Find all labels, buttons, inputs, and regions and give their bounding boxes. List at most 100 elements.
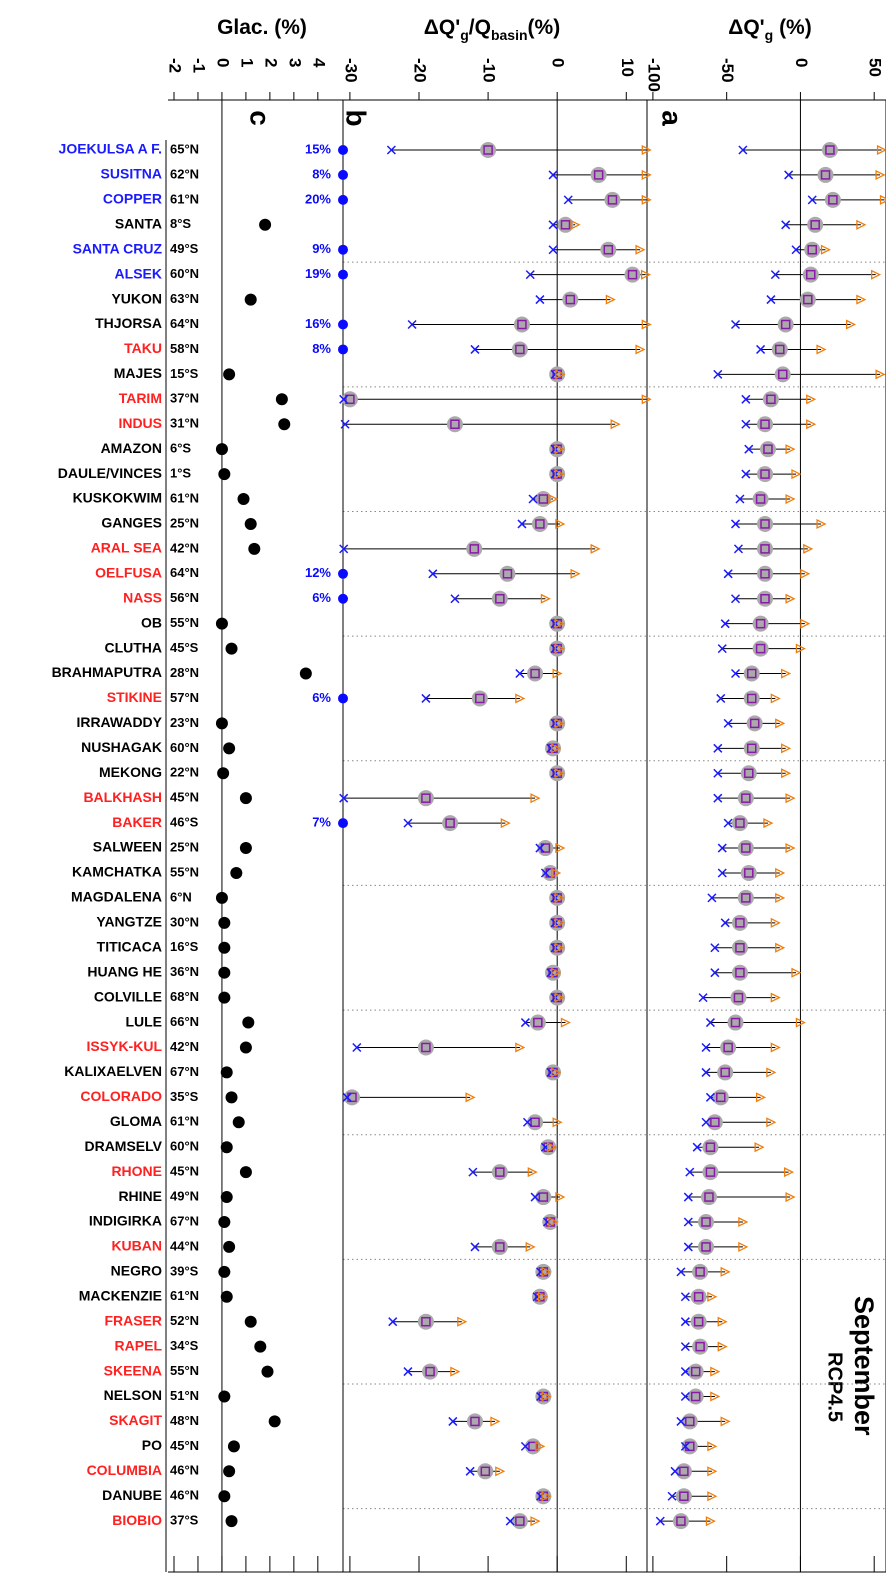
glacier-dot xyxy=(218,966,231,979)
high-marker xyxy=(538,1291,549,1302)
median-circle xyxy=(727,1014,744,1031)
glacier-dot xyxy=(223,742,236,755)
glacier-dot xyxy=(227,1440,240,1453)
median-circle xyxy=(590,166,607,183)
high-marker xyxy=(785,1192,796,1203)
basin-name: KALIXAELVEN xyxy=(64,1063,162,1079)
basin-latitude: 45°S xyxy=(170,640,199,655)
title-part: basin xyxy=(491,27,528,43)
median-circle xyxy=(799,291,816,308)
median-circle xyxy=(757,540,774,557)
median-marker xyxy=(741,793,751,803)
median-marker xyxy=(445,818,455,828)
offscale-dot xyxy=(338,194,348,205)
basin-name: TAKU xyxy=(124,340,162,356)
basin-name: COLUMBIA xyxy=(87,1462,162,1478)
median-marker xyxy=(528,1441,538,1452)
offscale-dot xyxy=(338,319,348,330)
glacier-dot xyxy=(261,1365,274,1378)
median-marker xyxy=(627,269,638,280)
glacier-dot xyxy=(239,1166,252,1179)
basin-latitude: 57°N xyxy=(170,690,199,705)
glacier-dot xyxy=(225,1091,238,1104)
value-label: 15% xyxy=(305,141,331,156)
glacier-dot xyxy=(244,517,257,530)
basin-latitude: 23°N xyxy=(170,715,199,730)
offscale-dot xyxy=(338,169,348,180)
low-marker xyxy=(548,245,558,255)
low-marker xyxy=(680,1317,690,1327)
offscale-dot xyxy=(338,568,348,579)
high-marker xyxy=(705,1516,716,1527)
median-circle xyxy=(466,540,483,557)
median-marker xyxy=(746,743,757,754)
median-marker xyxy=(552,618,562,629)
high-marker xyxy=(635,344,646,355)
basin-latitude: 60°N xyxy=(170,266,199,281)
low-marker xyxy=(698,993,708,1003)
basin-latitude: 15°S xyxy=(170,366,199,381)
low-marker xyxy=(766,295,776,305)
median-circle xyxy=(807,216,824,233)
basin-name: DAULE/VINCES xyxy=(58,465,162,481)
median-marker xyxy=(565,294,576,305)
high-marker xyxy=(555,369,566,380)
high-marker xyxy=(552,668,563,679)
median-marker xyxy=(538,1192,549,1202)
median-circle xyxy=(471,690,488,707)
high-marker xyxy=(720,1416,731,1427)
high-marker xyxy=(856,219,867,230)
low-marker xyxy=(710,968,720,978)
basin-name: RHONE xyxy=(111,1163,162,1179)
scenario-label: RCP4.5 xyxy=(824,1352,846,1422)
median-circle xyxy=(531,515,548,532)
median-circle xyxy=(687,1388,704,1405)
low-marker xyxy=(716,693,726,703)
low-marker xyxy=(683,1192,693,1202)
high-marker xyxy=(707,1441,718,1452)
basin-latitude: 49°N xyxy=(170,1188,199,1203)
median-circle xyxy=(731,914,748,931)
low-marker xyxy=(717,868,727,878)
high-marker xyxy=(770,693,781,704)
median-marker xyxy=(345,394,355,405)
median-marker xyxy=(763,444,773,454)
basin-latitude: 45°N xyxy=(170,1164,199,1179)
high-marker xyxy=(554,992,565,1003)
glacier-dot xyxy=(275,393,288,406)
basin-name: SANTA xyxy=(115,215,162,231)
high-marker xyxy=(527,1167,538,1178)
basin-latitude: 66°N xyxy=(170,1014,199,1029)
low-marker xyxy=(680,1367,690,1377)
median-marker xyxy=(720,1067,730,1078)
median-circle xyxy=(771,341,788,358)
high-marker xyxy=(738,1241,749,1252)
low-marker xyxy=(713,743,723,753)
median-marker xyxy=(825,145,835,155)
low-marker xyxy=(705,1018,715,1028)
basin-name: COLORADO xyxy=(80,1088,162,1104)
basin-latitude: 48°N xyxy=(170,1413,199,1428)
median-circle xyxy=(712,1089,729,1106)
basin-name: MAJES xyxy=(114,365,162,381)
basin-name: RHINE xyxy=(118,1188,162,1204)
basin-name: GANGES xyxy=(101,515,162,531)
basin-latitude: 42°N xyxy=(170,540,199,555)
glacier-dot xyxy=(230,866,243,879)
median-marker xyxy=(495,593,505,604)
basin-name: MAGDALENA xyxy=(71,889,162,905)
median-circle xyxy=(417,790,434,807)
glacier-dot xyxy=(220,1066,233,1079)
high-marker xyxy=(635,244,646,255)
glacier-dot xyxy=(232,1116,245,1129)
high-marker xyxy=(781,668,792,679)
basin-name: BIOBIO xyxy=(112,1512,162,1528)
median-marker xyxy=(690,1366,701,1377)
high-marker xyxy=(875,169,886,180)
basin-latitude: 16°S xyxy=(170,939,199,954)
median-marker xyxy=(775,344,785,355)
high-marker xyxy=(816,344,827,355)
low-marker xyxy=(756,344,766,354)
low-marker xyxy=(428,569,438,579)
basin-latitude: 46°S xyxy=(170,815,199,830)
